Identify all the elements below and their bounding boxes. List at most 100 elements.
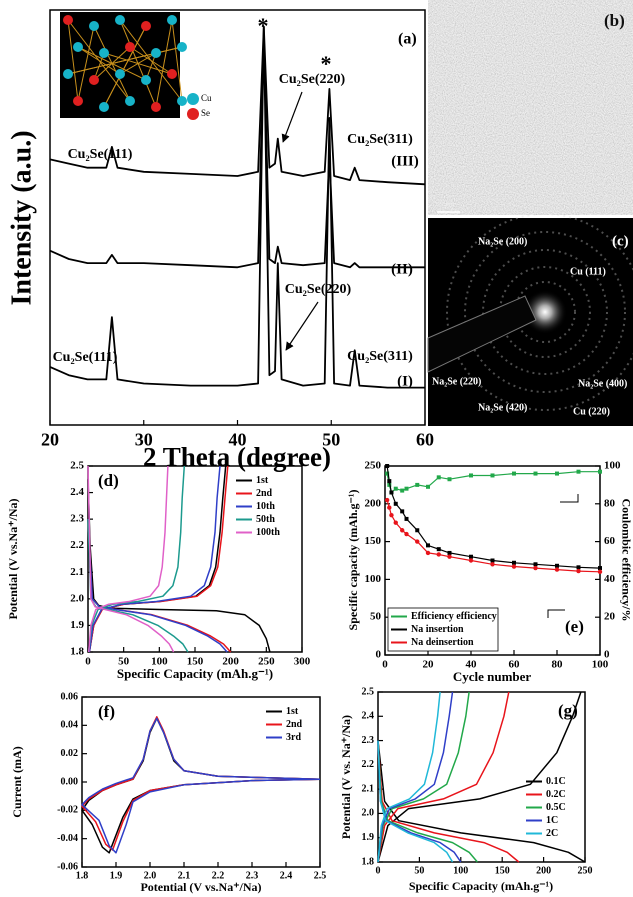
marker — [469, 473, 473, 478]
y-tick-label: 2.0 — [70, 592, 84, 604]
annotation: Cu₂Se(220) — [279, 72, 346, 87]
x-axis-label: 2 Theta (degree) — [143, 442, 331, 472]
y-tick-label: 1.9 — [362, 832, 375, 843]
inset-legend-label: Se — [201, 108, 210, 118]
y-tick-label: 2.1 — [362, 783, 375, 794]
marker — [415, 539, 420, 544]
bond — [67, 19, 131, 102]
plot-frame — [384, 465, 601, 656]
legend-label: 2nd — [286, 719, 303, 730]
y-tick-label: 150 — [365, 535, 382, 547]
data-line — [81, 717, 321, 854]
annotation: * — [258, 13, 269, 38]
arrow — [281, 91, 303, 143]
marker — [555, 563, 559, 568]
data-line — [87, 465, 232, 653]
y-tick-label: 2.0 — [362, 808, 375, 819]
y2-tick-label: 100 — [604, 460, 621, 472]
x-tick-label: 0 — [382, 658, 388, 670]
marker — [468, 558, 474, 563]
scale-bar-label: 5 nm — [440, 201, 455, 209]
marker — [425, 550, 431, 556]
marker — [436, 475, 441, 480]
marker — [426, 543, 430, 548]
marker — [404, 531, 409, 537]
y-tick-label: -0.02 — [57, 805, 78, 816]
atom — [177, 42, 187, 52]
marker — [385, 471, 390, 476]
x-tick-label: 2.4 — [280, 870, 293, 881]
y-axis-label: Intensity (a.u.) — [6, 130, 37, 305]
y-tick-label: 1.9 — [70, 619, 84, 631]
legend-label: Na deinsertion — [411, 637, 474, 648]
marker — [393, 520, 398, 525]
y-axis-label: Current (mA) — [10, 746, 24, 817]
x-tick-label: 1.8 — [76, 870, 89, 881]
plot-frame — [377, 691, 586, 863]
legend-label: 0.2C — [546, 789, 566, 800]
annotation: Cu₂Se(220) — [285, 282, 352, 297]
data-line — [87, 465, 175, 653]
atom — [89, 21, 99, 31]
y-tick-label: 200 — [365, 497, 382, 509]
y-axis-label: Potential (V vs. Na⁺/Na) — [339, 715, 353, 839]
marker — [554, 567, 560, 572]
x-tick-label: 100 — [592, 658, 609, 670]
bond — [67, 19, 79, 102]
y-tick-label: 0 — [376, 649, 382, 661]
panel-label: (b) — [604, 11, 625, 30]
marker — [598, 566, 602, 571]
panel-label: (e) — [565, 617, 584, 636]
marker — [598, 469, 602, 474]
legend-label: 3rd — [286, 732, 301, 743]
data-line — [49, 25, 426, 186]
crystal-structure — [63, 15, 187, 112]
marker — [400, 488, 405, 493]
x-tick-label: 50 — [118, 655, 130, 667]
marker — [490, 473, 495, 478]
marker — [400, 509, 405, 514]
marker — [404, 516, 409, 521]
x-tick-label: 100 — [151, 655, 168, 667]
data-line — [81, 717, 321, 854]
annotation: Cu₂Se(311) — [347, 132, 413, 147]
legend-label: Na insertion — [411, 624, 464, 635]
atom — [115, 15, 125, 25]
marker — [447, 554, 452, 559]
x-tick-label: 1.9 — [110, 870, 123, 881]
legend-label: Efficiency efficiency — [411, 611, 497, 622]
atom — [167, 15, 177, 25]
ring — [464, 231, 626, 393]
atom — [99, 48, 109, 58]
marker — [436, 552, 441, 557]
saed-label: Na₂Se (420) — [478, 402, 527, 413]
y-tick-label: 0.04 — [61, 720, 79, 731]
y2-axis-label: Coulombic efficiency/% — [619, 499, 633, 622]
bond — [155, 19, 173, 108]
legend-label: 2nd — [256, 488, 273, 499]
y2-tick-label: 0 — [604, 649, 610, 661]
x-tick-label: 250 — [578, 865, 593, 876]
atom — [89, 75, 99, 85]
y-axis-label: Potential (V vs.Na⁺/Na) — [6, 498, 20, 619]
ring — [482, 249, 608, 375]
legend-cu-atom — [187, 93, 199, 105]
atom — [73, 42, 83, 52]
annotation: (I) — [397, 373, 413, 389]
saed-labels: Na₂Se (200) Cu (111) Na₂Se (220) Na₂Se (420… — [432, 236, 627, 417]
axis-arrow — [547, 609, 565, 618]
annotation: (III) — [391, 153, 419, 169]
saed-label: Na₂Se (400) — [578, 378, 627, 389]
annotation: Cu₂Se(311) — [347, 349, 413, 364]
atom — [125, 96, 135, 106]
marker — [384, 497, 390, 503]
y-tick-label: 2.3 — [70, 513, 84, 525]
annotation: (II) — [391, 261, 413, 277]
legend-label: 2C — [546, 828, 558, 839]
saed-label: Na₂Se (200) — [478, 236, 527, 247]
y2-tick-label: 60 — [604, 535, 616, 547]
x-tick-label: 80 — [552, 658, 564, 670]
x-tick-label: 50 — [322, 429, 340, 449]
atom — [73, 96, 83, 106]
marker — [387, 505, 392, 510]
